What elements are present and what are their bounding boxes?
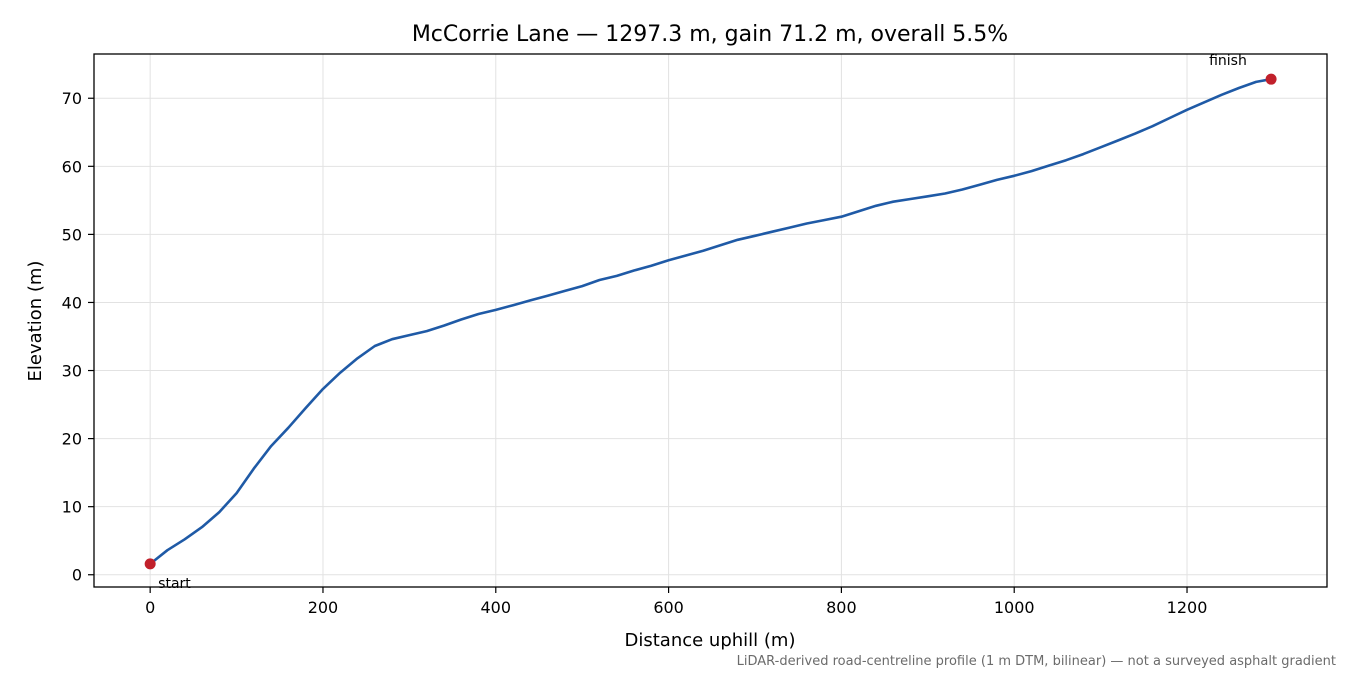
y-tick-label: 40 (62, 293, 82, 312)
y-axis-label: Elevation (m) (25, 261, 46, 382)
series-layer (148, 77, 1273, 566)
y-tick-label: 0 (72, 566, 82, 585)
grid (94, 54, 1327, 587)
x-tick-label: 1000 (994, 598, 1035, 617)
x-tick-label: 400 (481, 598, 512, 617)
y-axis: 0 10 20 30 40 50 60 70 (62, 89, 94, 585)
y-tick-label: 60 (62, 157, 82, 176)
x-tick-label: 200 (308, 598, 339, 617)
finish-point (1265, 73, 1277, 85)
plot-area-frame (93, 53, 1328, 588)
y-tick-label: 10 (62, 498, 82, 517)
x-tick-label: 600 (653, 598, 684, 617)
x-tick-label: 800 (826, 598, 857, 617)
start-label: start (158, 576, 191, 592)
elevation-line (148, 77, 1273, 566)
x-tick-label: 0 (145, 598, 155, 617)
x-axis: 0 200 400 600 800 1000 1200 (145, 587, 1207, 617)
y-tick-label: 50 (62, 225, 82, 244)
y-tick-label: 70 (62, 89, 82, 108)
x-tick-label: 1200 (1167, 598, 1208, 617)
start-point (144, 558, 156, 570)
finish-label: finish (1209, 53, 1247, 69)
marker-layer: start finish (144, 53, 1277, 592)
chart-title: McCorrie Lane — 1297.3 m, gain 71.2 m, o… (412, 22, 1008, 47)
x-axis-label: Distance uphill (m) (625, 630, 796, 651)
y-tick-label: 30 (62, 362, 82, 381)
footnote: LiDAR-derived road-centreline profile (1… (737, 654, 1336, 669)
y-tick-label: 20 (62, 430, 82, 449)
